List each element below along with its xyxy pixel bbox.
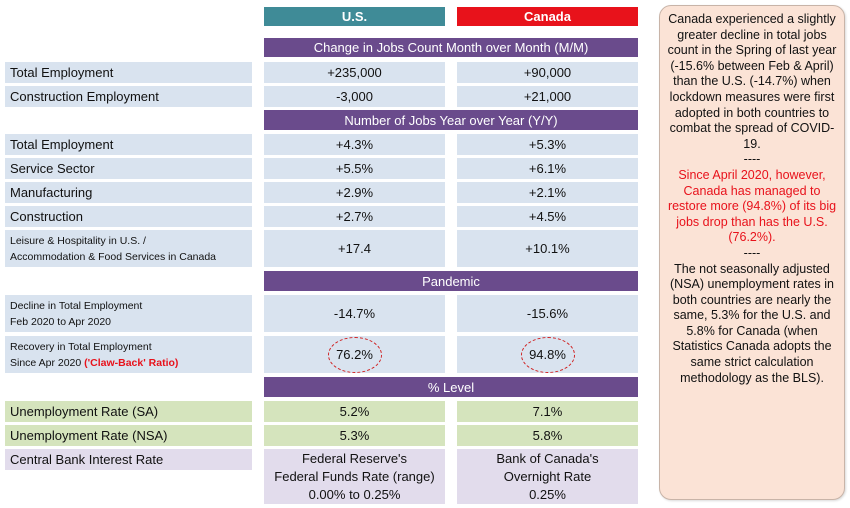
us-recovery-highlight-circle: 76.2% [327,336,382,373]
us-header: U.S. [264,7,445,26]
row-label-decline: Decline in Total Employment Feb 2020 to … [5,295,252,332]
row-label-yoy-leisure-line1: Leisure & Hospitality in U.S. / [10,234,146,247]
row-label-interest: Central Bank Interest Rate [5,449,252,470]
us-value-recovery: 76.2% [336,347,373,362]
canada-value-yoy-total: +5.3% [457,134,638,155]
note-paragraph-3: The not seasonally adjusted (NSA) unempl… [670,261,834,385]
row-label-mom-total: Total Employment [5,62,252,83]
row-label-unemp-nsa: Unemployment Rate (NSA) [5,425,252,446]
claw-back-label: ('Claw-Back' Ratio) [84,356,179,369]
canada-value-decline: -15.6% [457,295,638,332]
row-label-unemp-sa: Unemployment Rate (SA) [5,401,252,422]
canada-value-yoy-construction: +4.5% [457,206,638,227]
canada-value-yoy-leisure: +10.1% [457,230,638,267]
canada-recovery-highlight-circle: 94.8% [520,336,575,373]
canada-value-yoy-service: +6.1% [457,158,638,179]
us-recovery-cell: 76.2% [264,336,445,373]
row-label-yoy-construction: Construction [5,206,252,227]
section-mom-header: Change in Jobs Count Month over Month (M… [264,38,638,57]
canada-value-unemp-nsa: 5.8% [457,425,638,446]
row-label-yoy-total: Total Employment [5,134,252,155]
us-value-yoy-leisure: +17.4 [264,230,445,267]
note-separator-2: ---- [743,245,761,260]
row-label-recovery-since: Since Apr 2020 [10,356,85,369]
canada-value-interest: Bank of Canada's Overnight Rate 0.25% [457,449,638,504]
note-paragraph-2: Since April 2020, however, Canada has ma… [667,167,837,245]
canada-value-recovery: 94.8% [529,347,566,362]
row-label-recovery: Recovery in Total Employment Since Apr 2… [5,336,252,373]
us-value-yoy-service: +5.5% [264,158,445,179]
canada-interest-line3: 0.25% [529,486,566,502]
row-label-decline-line2: Feb 2020 to Apr 2020 [10,315,111,328]
row-label-yoy-leisure-line2: Accommodation & Food Services in Canada [10,250,217,263]
row-label-decline-line1: Decline in Total Employment [10,299,143,312]
us-value-decline: -14.7% [264,295,445,332]
commentary-note: Canada experienced a slightly greater de… [659,5,845,500]
us-value-unemp-sa: 5.2% [264,401,445,422]
row-label-yoy-leisure: Leisure & Hospitality in U.S. / Accommod… [5,230,252,267]
row-label-mom-construction: Construction Employment [5,86,252,107]
canada-interest-line2: Overnight Rate [503,468,592,484]
note-paragraph-1: Canada experienced a slightly greater de… [667,12,837,151]
canada-header: Canada [457,7,638,26]
us-value-interest: Federal Reserve's Federal Funds Rate (ra… [264,449,445,504]
us-interest-line2: Federal Funds Rate (range) [274,468,435,484]
us-value-yoy-total: +4.3% [264,134,445,155]
us-value-yoy-manufacturing: +2.9% [264,182,445,203]
us-value-yoy-construction: +2.7% [264,206,445,227]
row-label-recovery-line1: Recovery in Total Employment [10,340,152,353]
canada-interest-line1: Bank of Canada's [496,450,599,466]
row-label-recovery-line2: Since Apr 2020 ('Claw-Back' Ratio) [10,355,178,371]
us-interest-line1: Federal Reserve's [301,450,408,466]
section-pandemic-header: Pandemic [264,271,638,291]
row-label-yoy-service: Service Sector [5,158,252,179]
canada-value-mom-construction: +21,000 [457,86,638,107]
canada-value-unemp-sa: 7.1% [457,401,638,422]
canada-value-mom-total: +90,000 [457,62,638,83]
us-value-unemp-nsa: 5.3% [264,425,445,446]
canada-recovery-cell: 94.8% [457,336,638,373]
section-level-header: % Level [264,377,638,397]
note-separator-1: ---- [743,152,761,167]
us-value-mom-total: +235,000 [264,62,445,83]
canada-value-yoy-manufacturing: +2.1% [457,182,638,203]
section-yoy-header: Number of Jobs Year over Year (Y/Y) [264,110,638,130]
us-value-mom-construction: -3,000 [264,86,445,107]
us-interest-line3: 0.00% to 0.25% [308,486,401,502]
row-label-yoy-manufacturing: Manufacturing [5,182,252,203]
